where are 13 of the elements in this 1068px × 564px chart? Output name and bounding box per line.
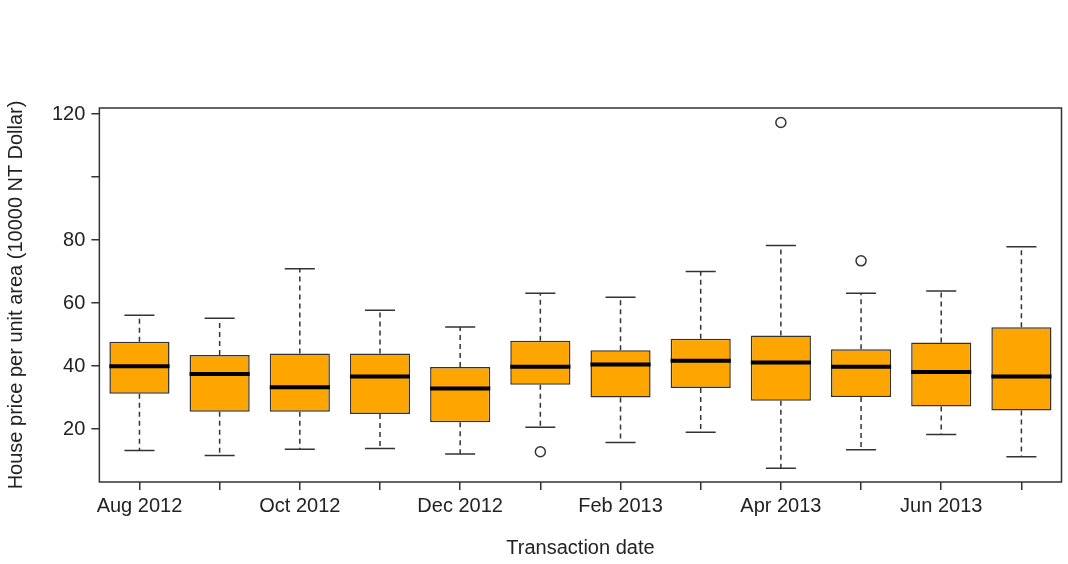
y-axis-title: House price per unit area (10000 NT Dollar) [3, 100, 26, 490]
x-axis-title: Transaction date [506, 535, 655, 558]
x-tick-label: Aug 2012 [96, 493, 183, 516]
y-tick-label: 120 [51, 101, 86, 124]
x-tick-label: Dec 2012 [417, 493, 503, 516]
y-tick-label: 80 [63, 227, 86, 250]
x-tick-label: Jun 2013 [900, 493, 983, 516]
x-tick-label: Oct 2012 [259, 493, 341, 516]
y-tick-label: 60 [63, 290, 86, 313]
y-tick-label: 20 [63, 416, 86, 439]
x-tick-label: Apr 2013 [740, 493, 822, 516]
x-tick-label: Feb 2013 [578, 493, 663, 516]
y-tick-label: 40 [63, 353, 86, 376]
